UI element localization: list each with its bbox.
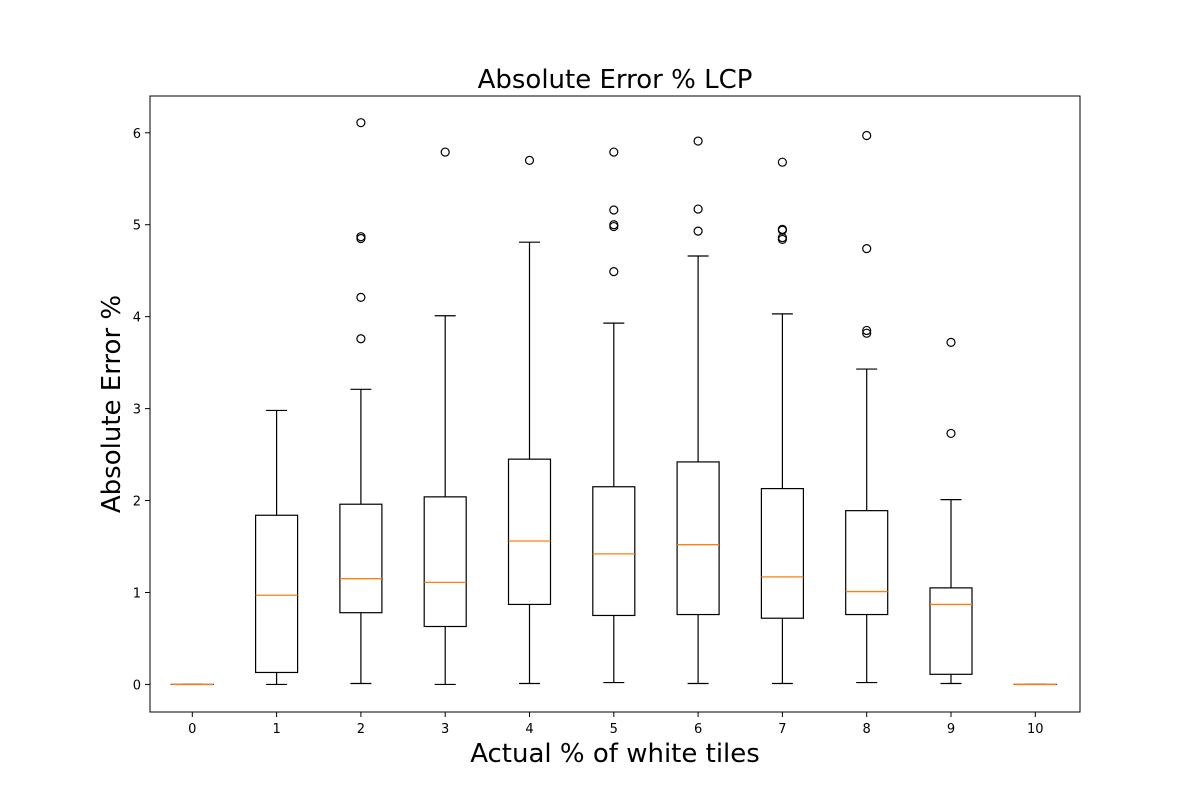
box-group-6 (676, 136, 720, 685)
y-tick-label: 0 (133, 678, 141, 693)
x-axis-label: Actual % of white tiles (470, 739, 760, 769)
x-tick-label: 4 (525, 722, 533, 737)
y-tick-label: 6 (133, 127, 141, 142)
x-tick-label: 2 (357, 722, 365, 737)
outlier-point (356, 233, 366, 244)
outlier-point (946, 428, 956, 439)
plot-area (170, 118, 1057, 686)
box-group-8 (845, 130, 889, 684)
box (845, 510, 889, 616)
x-tick-label: 5 (610, 722, 618, 737)
outlier-point (609, 220, 619, 230)
outlier-point (524, 155, 535, 165)
box (760, 487, 805, 619)
outlier-point (777, 224, 788, 234)
outlier-point (609, 221, 619, 232)
plot-frame (149, 95, 1081, 713)
x-tick-label: 10 (1027, 722, 1044, 737)
box-group-9 (929, 337, 973, 685)
box-group-4 (507, 155, 552, 685)
box (929, 587, 973, 675)
outlier-point (440, 147, 450, 157)
outlier-point (862, 328, 872, 338)
outlier-point (356, 292, 366, 302)
x-tick-label: 7 (778, 722, 786, 737)
outlier-point (777, 234, 788, 245)
outlier-point (609, 205, 619, 215)
outlier-point (946, 337, 956, 347)
box (255, 514, 299, 674)
chart-title: Absolute Error % LCP (478, 65, 753, 95)
x-tick-label: 0 (188, 722, 196, 737)
y-tick-label: 5 (133, 219, 141, 234)
axes: 0 1 2 3 4 5 6 7 8 9 10 0 1 2 3 4 5 6 (133, 127, 1044, 737)
box-group-2 (339, 118, 383, 685)
box (423, 496, 467, 628)
box (507, 458, 552, 606)
x-tick-label: 8 (863, 722, 871, 737)
box (676, 461, 720, 616)
box-group-7 (760, 157, 805, 685)
outlier-point (356, 334, 366, 344)
box (592, 486, 636, 617)
y-tick-label: 4 (133, 311, 141, 326)
outlier-point (862, 325, 872, 336)
box (339, 503, 383, 614)
outlier-point (356, 118, 366, 128)
y-tick-label: 2 (133, 495, 141, 510)
outlier-point (356, 232, 366, 242)
outlier-point (777, 157, 788, 167)
outlier-point (693, 204, 703, 214)
box-group-3 (423, 147, 467, 686)
x-tick-label: 3 (441, 722, 449, 737)
outlier-point (693, 136, 703, 146)
y-axis-label: Absolute Error % (97, 295, 127, 513)
x-tick-label: 1 (272, 722, 280, 737)
outlier-point (609, 147, 619, 157)
outlier-point (862, 130, 872, 141)
y-tick-label: 1 (133, 586, 141, 601)
box-group-5 (592, 147, 636, 684)
outlier-point (609, 267, 619, 277)
x-tick-label: 6 (694, 722, 702, 737)
outlier-point (693, 226, 703, 236)
box-group-1 (255, 409, 299, 686)
outlier-point (862, 244, 872, 254)
x-tick-label: 9 (947, 722, 955, 737)
y-tick-label: 3 (133, 403, 141, 418)
